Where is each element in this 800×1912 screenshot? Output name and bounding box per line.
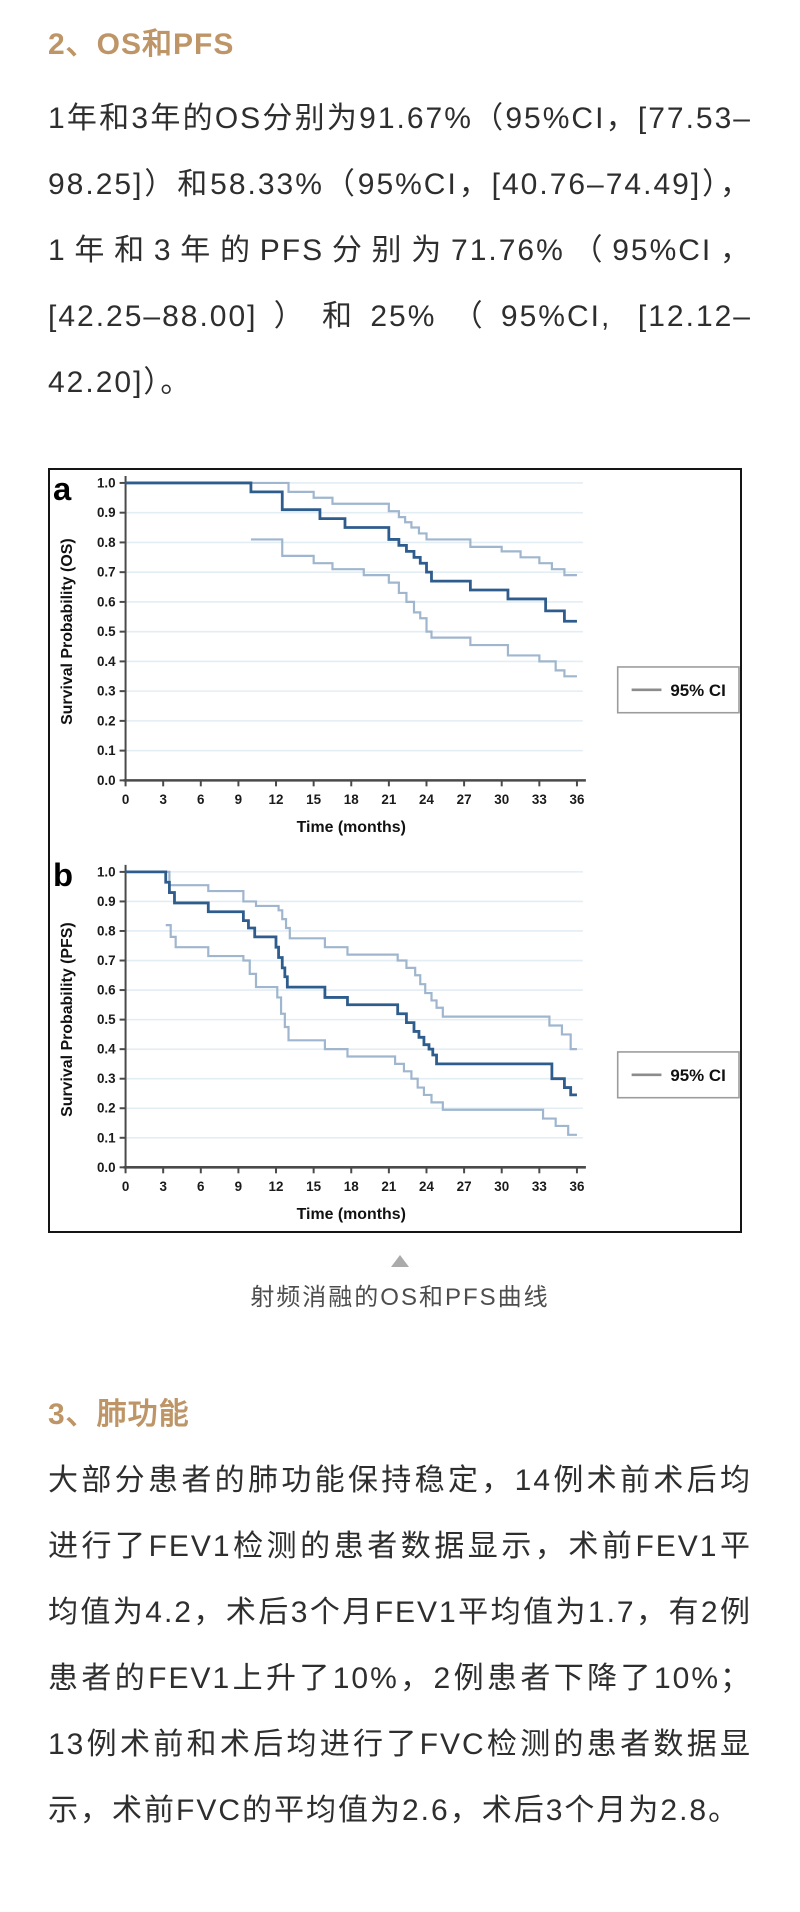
y-tick-label: 0.6 [97, 594, 116, 609]
legend-label-a: 95% CI [670, 681, 725, 700]
km-curve-b-95-ci-upper [125, 870, 577, 1051]
x-tick-label: 9 [235, 1179, 242, 1194]
x-tick-label: 6 [197, 1179, 204, 1194]
panel-label-b: b [53, 856, 73, 893]
y-tick-label: 0.1 [97, 1130, 116, 1145]
y-tick-label: 0.2 [97, 1101, 116, 1116]
x-tick-label: 15 [306, 792, 321, 807]
km-curve-a-95-ci-upper [125, 481, 577, 577]
x-tick-label: 30 [494, 1179, 509, 1194]
x-tick-label: 9 [235, 792, 242, 807]
x-axis-label-a: Time (months) [297, 819, 406, 836]
km-curve-b-pfs-estimate [125, 870, 577, 1097]
x-tick-label: 6 [197, 792, 204, 807]
km-panel-b: 0 3 6 9 12 15 18 21 24 27 30 33 360.00.10.20.30.40.5… [53, 856, 740, 1223]
article-page: 2、OS和PFS 1年和3年的OS分别为91.67%（95%CI，[77.53–… [48, 28, 752, 1827]
x-tick-label: 18 [344, 792, 359, 807]
km-curve-a-95-ci-lower [250, 538, 577, 678]
y-tick-label: 0.9 [97, 505, 116, 520]
caption-arrow-icon [391, 1255, 409, 1267]
y-tick-label: 0.5 [97, 1012, 116, 1027]
x-tick-label: 36 [569, 1179, 584, 1194]
km-panel-a: 0 3 6 9 12 15 18 21 24 27 30 33 360.00.10.20.30.40.5… [53, 470, 740, 836]
y-axis-label-b: Survival Probability (PFS) [59, 922, 76, 1117]
y-tick-label: 0.7 [97, 565, 116, 580]
km-curve-b-95-ci-lower [165, 924, 577, 1136]
y-tick-label: 0.9 [97, 894, 116, 909]
y-tick-label: 0.7 [97, 953, 116, 968]
y-tick-label: 0.5 [97, 624, 116, 639]
x-tick-label: 0 [122, 1179, 129, 1194]
y-axis-label-a: Survival Probability (OS) [59, 538, 76, 725]
x-tick-label: 12 [269, 792, 284, 807]
x-tick-label: 30 [494, 792, 509, 807]
legend-label-b: 95% CI [670, 1066, 725, 1085]
y-tick-label: 0.3 [97, 684, 116, 699]
x-tick-label: 27 [457, 1179, 472, 1194]
section-heading-os-pfs: 2、OS和PFS [48, 28, 235, 61]
survival-figure: 0 3 6 9 12 15 18 21 24 27 30 33 36 0.0 0.1 0.2 0.3 0.4 0.5… [48, 468, 742, 1233]
x-axis-label-b: Time (months) [297, 1206, 406, 1223]
x-tick-label: 15 [306, 1179, 321, 1194]
y-tick-label: 0.0 [97, 1160, 116, 1175]
y-tick-label: 1.0 [97, 475, 116, 490]
y-tick-label: 0.8 [97, 535, 116, 550]
x-tick-label: 21 [381, 1179, 396, 1194]
x-tick-label: 33 [532, 792, 547, 807]
x-tick-label: 24 [419, 1179, 434, 1194]
y-tick-label: 0.1 [97, 743, 116, 758]
section-heading-lung: 3、肺功能 [48, 1398, 190, 1431]
x-tick-label: 0 [122, 792, 129, 807]
y-tick-label: 1.0 [97, 864, 116, 879]
km-curve-a-os-estimate [125, 481, 577, 623]
paragraph-os-pfs: 1年和3年的OS分别为91.67%（95%CI，[77.53–98.25]）和5… [48, 102, 752, 399]
survival-figure-svg: 0 3 6 9 12 15 18 21 24 27 30 33 360.00.10.20.30.40.5… [53, 470, 740, 1223]
x-tick-label: 3 [159, 792, 166, 807]
y-tick-label: 0.8 [97, 923, 116, 938]
y-tick-label: 0.6 [97, 983, 116, 998]
x-tick-label: 18 [344, 1179, 359, 1194]
x-tick-label: 33 [532, 1179, 547, 1194]
y-tick-label: 0.3 [97, 1071, 116, 1086]
x-tick-label: 3 [159, 1179, 166, 1194]
y-tick-label: 0.4 [97, 1042, 116, 1057]
y-tick-label: 0.4 [97, 654, 116, 669]
figure-caption: 射频消融的OS和PFS曲线 [250, 1284, 550, 1311]
x-tick-label: 27 [457, 792, 472, 807]
x-tick-label: 24 [419, 792, 434, 807]
y-tick-label: 0.0 [97, 773, 116, 788]
paragraph-lung: 大部分患者的肺功能保持稳定，14例术前术后均进行了FEV1检测的患者数据显示，术… [48, 1464, 752, 1827]
x-tick-label: 12 [269, 1179, 284, 1194]
x-tick-label: 21 [381, 792, 396, 807]
y-tick-label: 0.2 [97, 713, 116, 728]
x-tick-label: 36 [569, 792, 584, 807]
panel-label-a: a [53, 470, 72, 507]
